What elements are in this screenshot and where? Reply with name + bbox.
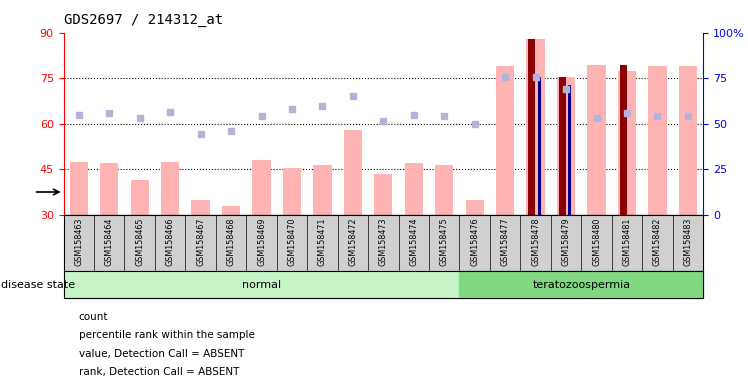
Text: GSM158471: GSM158471 bbox=[318, 218, 327, 266]
Text: GSM158479: GSM158479 bbox=[562, 218, 571, 266]
Text: GSM158483: GSM158483 bbox=[684, 218, 693, 266]
Bar bbox=[283, 168, 301, 215]
Bar bbox=[527, 39, 545, 215]
Bar bbox=[620, 65, 627, 215]
Bar bbox=[435, 165, 453, 215]
Bar bbox=[252, 161, 271, 215]
Text: GSM158467: GSM158467 bbox=[196, 218, 205, 266]
Text: GSM158476: GSM158476 bbox=[470, 218, 479, 266]
Text: GSM158475: GSM158475 bbox=[440, 218, 449, 266]
Text: GSM158481: GSM158481 bbox=[622, 218, 631, 266]
Bar bbox=[374, 174, 393, 215]
Bar bbox=[344, 130, 362, 215]
Text: GSM158470: GSM158470 bbox=[287, 218, 296, 266]
Text: GSM158464: GSM158464 bbox=[105, 218, 114, 266]
Bar bbox=[64, 271, 459, 298]
Text: count: count bbox=[79, 312, 108, 322]
Bar bbox=[618, 71, 636, 215]
Text: teratozoospermia: teratozoospermia bbox=[533, 280, 631, 290]
Text: GSM158468: GSM158468 bbox=[227, 218, 236, 266]
Bar bbox=[70, 162, 88, 215]
Bar bbox=[459, 271, 703, 298]
Text: GSM158480: GSM158480 bbox=[592, 218, 601, 266]
Bar bbox=[191, 200, 209, 215]
Bar bbox=[568, 84, 571, 215]
Bar bbox=[678, 66, 697, 215]
Bar bbox=[587, 65, 606, 215]
Bar bbox=[405, 163, 423, 215]
Bar bbox=[313, 165, 331, 215]
Text: GSM158469: GSM158469 bbox=[257, 218, 266, 266]
Text: GSM158482: GSM158482 bbox=[653, 218, 662, 266]
Text: percentile rank within the sample: percentile rank within the sample bbox=[79, 330, 254, 340]
Text: disease state: disease state bbox=[1, 280, 76, 290]
Bar bbox=[649, 66, 666, 215]
Text: rank, Detection Call = ABSENT: rank, Detection Call = ABSENT bbox=[79, 367, 239, 377]
Bar bbox=[100, 163, 118, 215]
Bar bbox=[496, 66, 515, 215]
Bar bbox=[131, 180, 149, 215]
Text: GSM158466: GSM158466 bbox=[165, 218, 175, 266]
Text: GSM158478: GSM158478 bbox=[531, 218, 540, 266]
Text: normal: normal bbox=[242, 280, 281, 290]
Text: GSM158472: GSM158472 bbox=[349, 218, 358, 266]
Bar bbox=[557, 77, 575, 215]
Bar bbox=[538, 77, 541, 215]
Text: GSM158477: GSM158477 bbox=[500, 218, 509, 266]
Text: GSM158465: GSM158465 bbox=[135, 218, 144, 266]
Text: GSM158473: GSM158473 bbox=[378, 218, 388, 266]
Text: GDS2697 / 214312_at: GDS2697 / 214312_at bbox=[64, 13, 223, 27]
Bar bbox=[529, 39, 536, 215]
Bar bbox=[161, 162, 180, 215]
Bar bbox=[559, 77, 566, 215]
Bar bbox=[222, 206, 240, 215]
Bar bbox=[465, 200, 484, 215]
Text: GSM158463: GSM158463 bbox=[74, 218, 83, 266]
Text: GSM158474: GSM158474 bbox=[409, 218, 418, 266]
Text: value, Detection Call = ABSENT: value, Detection Call = ABSENT bbox=[79, 349, 244, 359]
